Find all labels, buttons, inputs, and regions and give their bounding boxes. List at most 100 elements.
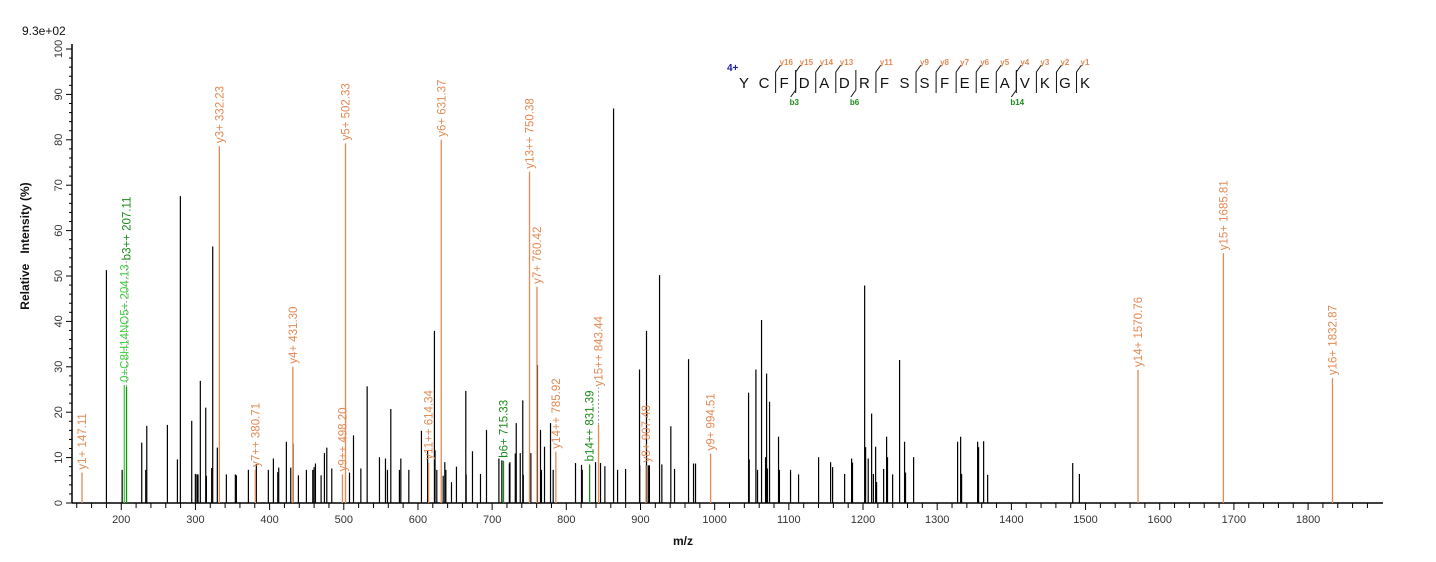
y-tick-label: 90: [53, 88, 65, 100]
charge-label: 4+: [727, 63, 739, 74]
x-tick-label: 700: [483, 514, 501, 526]
y-axis-title: Relative Intensity (%): [18, 182, 32, 309]
x-tick-label: 1700: [1222, 514, 1246, 526]
peak-label: b6+ 715.33: [499, 400, 511, 458]
y-tick-label: 20: [53, 406, 65, 418]
y-fragment-label: y6: [980, 58, 989, 67]
y-tick-label: 0: [53, 500, 65, 506]
y-fragment-marker: [815, 64, 822, 93]
residue-letter: E: [960, 75, 970, 92]
residue-letter: F: [780, 75, 789, 92]
residue-letter: F: [940, 75, 949, 92]
peak-label: y7++ 380.71: [250, 403, 262, 467]
y-fragment-marker: [935, 64, 942, 93]
y-fragment-marker: [775, 64, 782, 93]
y-tick-label: 40: [53, 315, 65, 327]
residue-letter: S: [899, 75, 909, 92]
residue-letter: Y: [739, 75, 749, 92]
residue-letter: V: [1020, 75, 1030, 92]
y-fragment-label: y1: [1081, 58, 1090, 67]
x-tick-label: 800: [557, 514, 575, 526]
y-fragment-label: y15: [800, 58, 814, 67]
peak-label: b3++ 207.11: [122, 197, 134, 261]
residue-letter: K: [1080, 75, 1090, 92]
y-fragment-label: y14: [820, 58, 834, 67]
x-tick-label: 900: [631, 514, 649, 526]
residue-letter: S: [920, 75, 930, 92]
y-tick-label: 70: [53, 179, 65, 191]
y-tick-label: 10: [53, 451, 65, 463]
peak-label: y16+ 1832.87: [1327, 305, 1339, 375]
residue-letter: G: [1059, 75, 1071, 92]
y-fragment-marker: [975, 64, 982, 93]
peak-label: y7+ 760.42: [532, 227, 544, 284]
peak-label: 0+C8H14NO5+ 204.13: [119, 264, 131, 382]
y-fragment-label: y16: [780, 58, 794, 67]
y-tick-label: 30: [53, 361, 65, 373]
x-tick-label: 500: [335, 514, 353, 526]
peak-label: y5+ 502.33: [341, 83, 353, 140]
x-tick-label: 1100: [777, 514, 801, 526]
y-tick-label: 50: [53, 270, 65, 282]
residue-letter: A: [1000, 75, 1010, 92]
b-fragment-label: b14: [1010, 98, 1024, 107]
x-tick-label: 1400: [999, 514, 1023, 526]
residue-letter: K: [1040, 75, 1050, 92]
max-intensity-label: 9.3e+02: [22, 24, 66, 38]
residue-letter: R: [859, 75, 870, 92]
y-fragment-label: y9: [920, 58, 929, 67]
y-fragment-marker: [1055, 64, 1062, 93]
y-fragment-marker: [995, 64, 1002, 93]
peak-label: y9+ 994.51: [706, 393, 718, 450]
y-tick-label: 80: [53, 134, 65, 146]
residue-letter: F: [880, 75, 889, 92]
y-fragment-marker: [1076, 64, 1082, 93]
peak-label: y6+ 631.37: [436, 80, 448, 137]
y-fragment-label: y11: [880, 58, 893, 67]
x-tick-label: 1800: [1296, 514, 1320, 526]
x-tick-label: 200: [112, 514, 130, 526]
peak-label: b14++ 831.39: [585, 390, 597, 461]
peaks: [81, 108, 1334, 503]
b-fragment-marker: [850, 70, 857, 98]
peak-label: y15++ 843.44: [594, 315, 606, 386]
x-tick-label: 600: [409, 514, 427, 526]
peak-label: y14++ 785.92: [551, 378, 563, 448]
peak-label: y11++ 614.34: [424, 390, 436, 460]
x-tick-label: 400: [260, 514, 278, 526]
y-fragment-label: y4: [1020, 58, 1029, 67]
y-fragment-label: y5: [1000, 58, 1009, 67]
x-tick-label: 300: [186, 514, 204, 526]
y-fragment-label: y3: [1040, 58, 1049, 67]
y-fragment-marker: [955, 64, 962, 93]
y-fragment-label: y7: [960, 58, 969, 67]
peak-label: y4+ 431.30: [288, 307, 300, 364]
peak-label: y1+ 147.11: [77, 413, 89, 469]
peak-label: y15+ 1685.81: [1218, 180, 1230, 250]
residue-letter: D: [839, 75, 850, 92]
y-fragment-marker: [915, 64, 922, 93]
b-fragment-label: b6: [850, 98, 860, 107]
b-fragment-marker: [1010, 70, 1017, 98]
residue-letter: C: [759, 75, 770, 92]
x-tick-label: 1200: [851, 514, 875, 526]
y-fragment-label: y13: [840, 58, 854, 67]
peak-label: y3+ 332.23: [214, 86, 226, 143]
y-tick-label: 100: [53, 40, 65, 58]
y-fragment-marker: [875, 64, 882, 93]
peak-label: y14+ 1570.76: [1133, 297, 1145, 367]
peak-label: y9++ 498.20: [337, 407, 349, 471]
b-fragment-label: b3: [790, 98, 800, 107]
y-fragment-marker: [835, 64, 842, 93]
x-tick-label: 1000: [702, 514, 726, 526]
peak-label: y8+ 907.48: [641, 405, 653, 462]
x-tick-label: 1500: [1073, 514, 1097, 526]
x-tick-label: 1300: [925, 514, 949, 526]
y-fragment-label: y2: [1060, 58, 1069, 67]
y-fragment-marker: [1035, 64, 1042, 93]
x-axis-title: m/z: [673, 534, 693, 548]
y-tick-label: 60: [53, 224, 65, 236]
peak-label: y13++ 750.38: [525, 98, 537, 168]
